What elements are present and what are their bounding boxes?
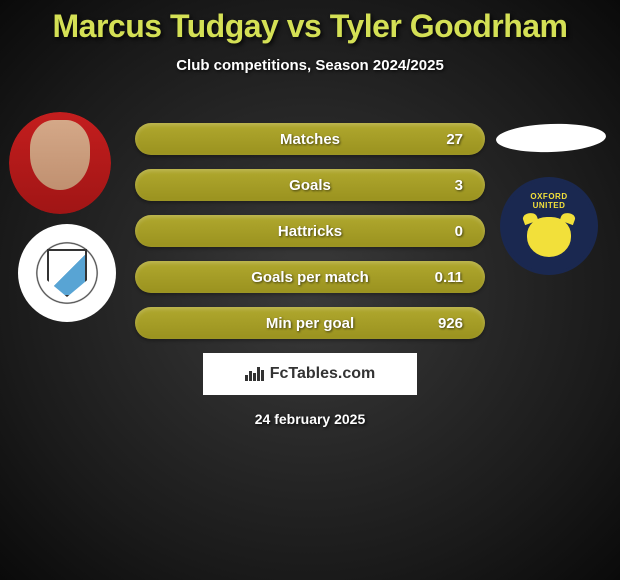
- player-left-photo: [9, 112, 111, 214]
- stat-label: Goals: [289, 177, 331, 194]
- stat-value-right: 0: [455, 223, 463, 240]
- club-right-badge: OXFORD UNITED: [500, 177, 598, 275]
- stat-value-right: 0.11: [435, 269, 463, 286]
- stat-value-right: 926: [438, 315, 463, 332]
- stat-bar-gpm: Goals per match 0.11: [135, 261, 485, 293]
- watermark-text: FcTables.com: [270, 365, 376, 383]
- stat-bar-goals: Goals 3: [135, 169, 485, 201]
- stat-row: Matches 27: [135, 123, 485, 155]
- subtitle: Club competitions, Season 2024/2025: [0, 57, 620, 74]
- bars-icon: [245, 367, 264, 381]
- player-right-placeholder: [496, 122, 607, 154]
- stat-label: Matches: [280, 131, 340, 148]
- player-left-block: [9, 112, 111, 214]
- stat-label: Goals per match: [251, 269, 369, 286]
- page-title: Marcus Tudgay vs Tyler Goodrham: [0, 0, 620, 45]
- bars-icon-bar: [257, 367, 260, 381]
- club-left-badge-inner: [26, 232, 108, 314]
- stats-area: Matches 27 Goals 3 Hattricks 0 Goals per…: [135, 123, 485, 353]
- stat-bar-matches: Matches 27: [135, 123, 485, 155]
- stat-label: Min per goal: [266, 315, 354, 332]
- player-left-face: [30, 120, 90, 190]
- stat-bar-hattricks: Hattricks 0: [135, 215, 485, 247]
- stat-row: Min per goal 926: [135, 307, 485, 339]
- bars-icon-bar: [261, 370, 264, 381]
- club-right-text-bottom: UNITED: [533, 202, 566, 211]
- comparison-card: Marcus Tudgay vs Tyler Goodrham Club com…: [0, 0, 620, 580]
- date-label: 24 february 2025: [255, 411, 366, 427]
- club-right-badge-inner: OXFORD UNITED: [503, 180, 595, 272]
- stat-label: Hattricks: [278, 223, 342, 240]
- ox-face: [527, 217, 571, 257]
- player-left-shirt: [9, 112, 111, 214]
- stat-row: Hattricks 0: [135, 215, 485, 247]
- stat-value-right: 27: [446, 131, 463, 148]
- stat-row: Goals 3: [135, 169, 485, 201]
- stat-bar-mpg: Min per goal 926: [135, 307, 485, 339]
- club-left-badge: [18, 224, 116, 322]
- bars-icon-bar: [253, 373, 256, 381]
- bars-icon-bar: [249, 371, 252, 381]
- club-left-shield: [47, 249, 87, 297]
- ox-head-icon: [525, 215, 573, 259]
- bars-icon-bar: [245, 375, 248, 381]
- watermark: FcTables.com: [203, 353, 417, 395]
- stat-row: Goals per match 0.11: [135, 261, 485, 293]
- stat-value-right: 3: [455, 177, 463, 194]
